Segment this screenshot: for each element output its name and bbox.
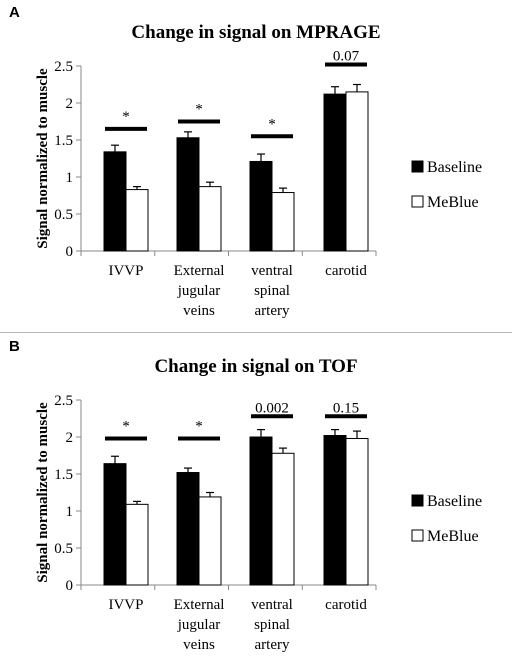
- bar-baseline: [249, 160, 273, 252]
- panel-letter: B: [9, 338, 20, 355]
- legend-swatch: [411, 160, 424, 173]
- legend-label: Baseline: [427, 493, 482, 510]
- x-tick-label: veins: [183, 637, 215, 653]
- y-axis-label: Signal normalized to muscle: [35, 68, 51, 249]
- chart-title: Change in signal on TOF: [154, 356, 357, 377]
- bar-meblue: [125, 189, 149, 252]
- legend-swatch: [411, 494, 424, 507]
- x-tick-label: jugular: [177, 617, 221, 633]
- bar-meblue: [345, 437, 369, 586]
- chart-tof: Change in signal on TOF Signal normalized…: [35, 356, 482, 653]
- bar-baseline: [103, 151, 127, 252]
- significance-label: *: [122, 418, 130, 434]
- y-tick-label: 0.5: [54, 541, 73, 557]
- bar-baseline: [323, 93, 347, 252]
- x-tick-label: jugular: [177, 283, 221, 299]
- x-tick-label: veins: [183, 303, 215, 319]
- x-tick-label: IVVP: [108, 263, 143, 279]
- bar-meblue: [271, 192, 295, 252]
- y-tick-label: 0: [66, 578, 74, 594]
- x-tick-label: spinal: [254, 617, 290, 633]
- y-tick-label: 2: [66, 96, 74, 112]
- bar-baseline: [103, 463, 127, 586]
- significance-label: *: [195, 102, 203, 118]
- significance-label: *: [268, 116, 276, 132]
- chart-title: Change in signal on MPRAGE: [131, 22, 380, 43]
- y-tick-label: 1: [66, 504, 74, 520]
- significance-label: *: [122, 109, 130, 125]
- panel-a: A Change in signal on MPRAGE Signal norma…: [0, 0, 512, 333]
- y-tick-label: 1.5: [54, 467, 73, 483]
- x-tick-label: External: [174, 263, 225, 279]
- bar-meblue: [125, 503, 149, 586]
- x-tick-label: artery: [255, 637, 290, 653]
- x-tick-label: carotid: [325, 597, 367, 613]
- x-tick-label: ventral: [251, 597, 293, 613]
- significance-label: 0.07: [333, 49, 360, 65]
- x-tick-label: artery: [255, 303, 290, 319]
- bar-baseline: [323, 435, 347, 586]
- legend-label: MeBlue: [427, 194, 479, 211]
- y-axis-label: Signal normalized to muscle: [35, 402, 51, 583]
- bar-meblue: [198, 186, 222, 252]
- y-tick-label: 2.5: [54, 393, 73, 409]
- legend-swatch: [411, 529, 424, 542]
- significance-label: *: [195, 418, 203, 434]
- bar-baseline: [176, 137, 200, 252]
- y-tick-label: 1.5: [54, 133, 73, 149]
- legend-swatch: [411, 195, 424, 208]
- bar-meblue: [345, 91, 369, 252]
- y-tick-label: 0.5: [54, 207, 73, 223]
- legend-label: MeBlue: [427, 528, 479, 545]
- bar-meblue: [271, 452, 295, 586]
- x-tick-label: External: [174, 597, 225, 613]
- x-tick-label: IVVP: [108, 597, 143, 613]
- significance-label: 0.15: [333, 400, 359, 416]
- x-tick-label: spinal: [254, 283, 290, 299]
- x-tick-label: carotid: [325, 263, 367, 279]
- significance-label: 0.002: [255, 400, 289, 416]
- x-tick-label: ventral: [251, 263, 293, 279]
- y-tick-label: 2: [66, 430, 74, 446]
- legend-label: Baseline: [427, 159, 482, 176]
- bar-baseline: [249, 436, 273, 586]
- y-tick-label: 2.5: [54, 59, 73, 75]
- y-tick-label: 0: [66, 244, 74, 260]
- bar-baseline: [176, 472, 200, 586]
- y-tick-label: 1: [66, 170, 74, 186]
- bar-meblue: [198, 496, 222, 586]
- chart-mprage: Change in signal on MPRAGE Signal normali…: [35, 22, 482, 319]
- panel-b: B Change in signal on TOF Signal normaliz…: [0, 334, 512, 669]
- panel-letter: A: [9, 4, 20, 21]
